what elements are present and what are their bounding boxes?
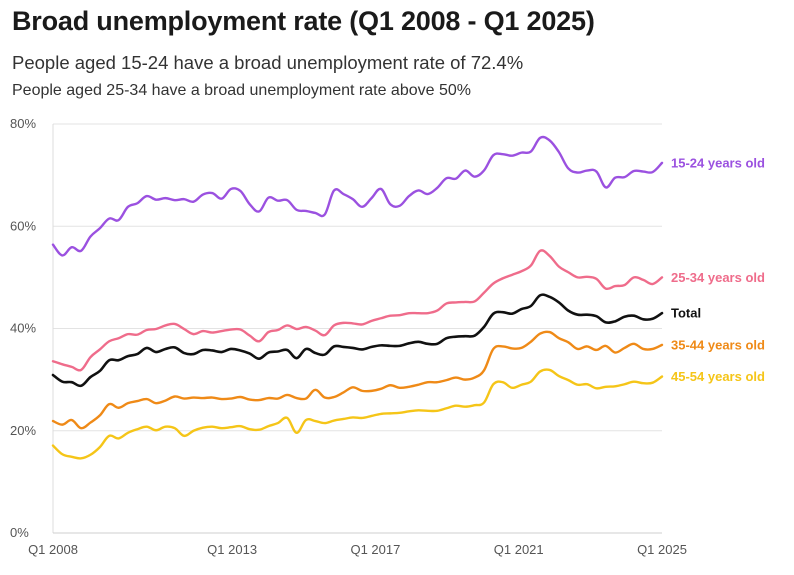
x-tick-label: Q1 2013 bbox=[207, 542, 257, 557]
y-tick-label: 40% bbox=[10, 321, 36, 336]
x-tick-label: Q1 2017 bbox=[350, 542, 400, 557]
series-label-25-34-years-old: 25-34 years old bbox=[671, 270, 765, 285]
series-label-45-54-years-old: 45-54 years old bbox=[671, 369, 765, 384]
series-label-total: Total bbox=[671, 306, 701, 321]
x-tick-label: Q1 2021 bbox=[494, 542, 544, 557]
y-tick-label: 80% bbox=[10, 116, 36, 131]
series-line-35-44-years-old bbox=[51, 330, 664, 430]
chart-subtitle: People aged 15-24 have a broad unemploym… bbox=[12, 52, 524, 73]
series-line-25-34-years-old bbox=[51, 249, 664, 372]
axes: 0% 20% 40% 60% 80% Q1 2008 Q1 2013 Q1 2017 Q1 20… bbox=[10, 116, 687, 557]
y-tick-label: 60% bbox=[10, 218, 36, 233]
series-label-15-24-years-old: 15-24 years old bbox=[671, 155, 765, 170]
y-tick-label: 20% bbox=[10, 423, 36, 438]
series-line-45-54-years-old bbox=[51, 368, 664, 460]
chart-title: Broad unemployment rate (Q1 2008 - Q1 20… bbox=[12, 6, 595, 36]
x-tick-label: Q1 2025 bbox=[637, 542, 687, 557]
series-lines bbox=[51, 135, 664, 460]
chart-subtitle-secondary: People aged 25-34 have a broad unemploym… bbox=[12, 82, 471, 99]
series-labels: 15-24 years old 25-34 years old Total 35-44… bbox=[671, 155, 765, 384]
x-tick-label: Q1 2008 bbox=[28, 542, 78, 557]
series-line-15-24-years-old bbox=[51, 135, 664, 257]
series-label-35-44-years-old: 35-44 years old bbox=[671, 337, 765, 352]
y-tick-label: 0% bbox=[10, 525, 29, 540]
series-line-total bbox=[51, 293, 664, 388]
